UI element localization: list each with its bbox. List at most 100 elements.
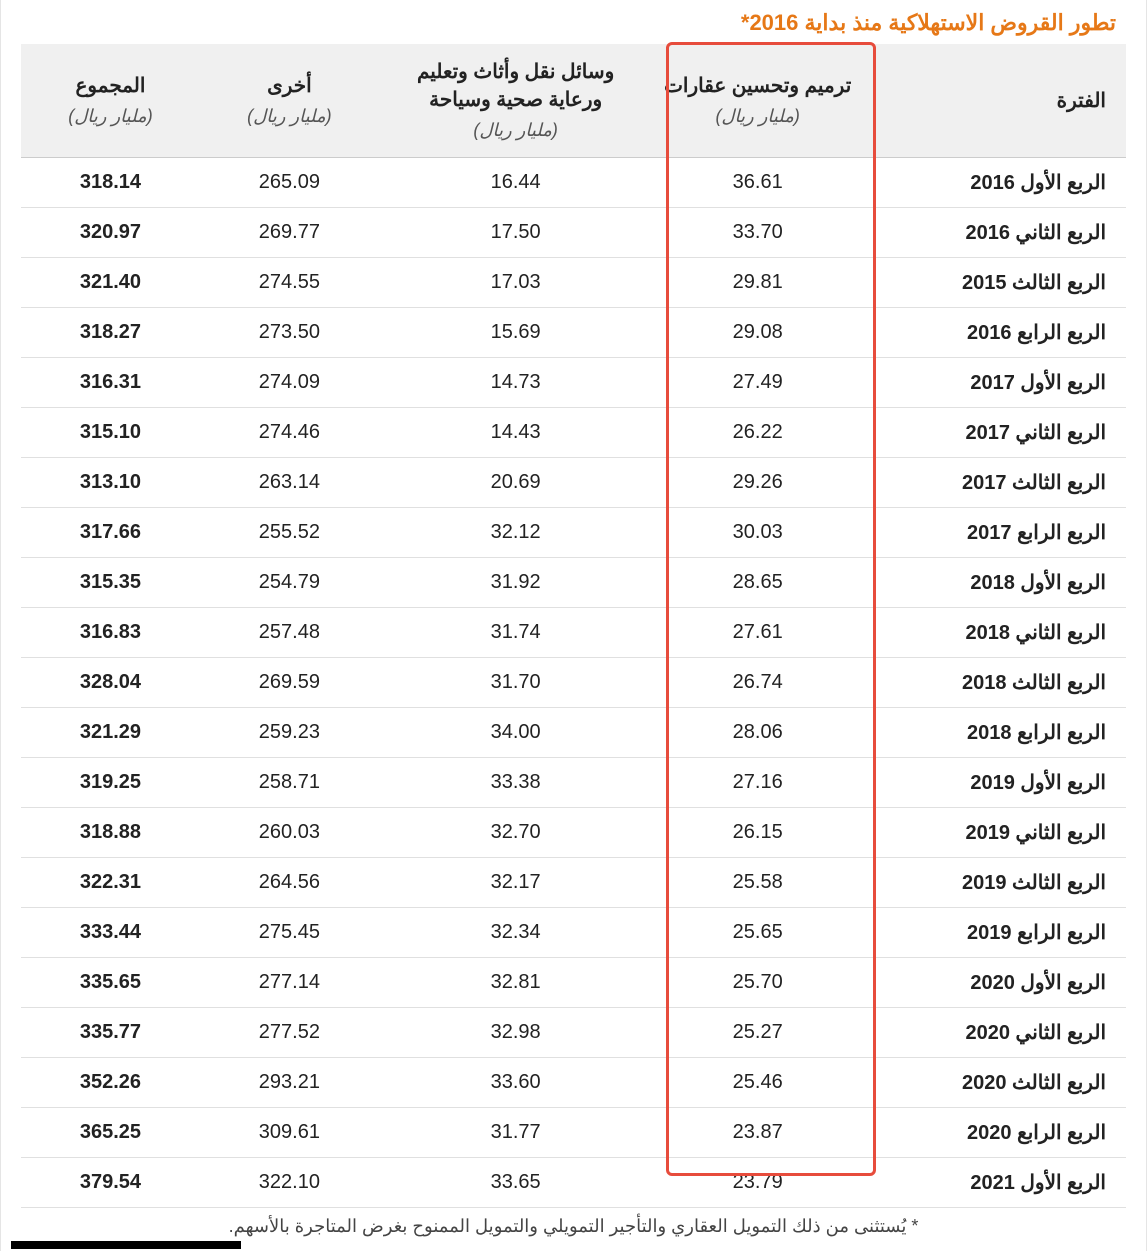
cell-period: الربع الثاني 2020	[863, 1008, 1126, 1058]
cell-period: الربع الأول 2017	[863, 358, 1126, 408]
cell-transport_edu: 33.38	[379, 758, 653, 808]
cell-transport_edu: 32.17	[379, 858, 653, 908]
footnote-text: * يُستثنى من ذلك التمويل العقاري والتأجي…	[21, 1208, 1126, 1241]
cell-transport_edu: 31.77	[379, 1108, 653, 1158]
table-row: الربع الثاني 201926.1532.70260.03318.88	[21, 808, 1126, 858]
cell-other: 309.61	[200, 1108, 379, 1158]
cell-renovation: 26.15	[652, 808, 862, 858]
cell-period: الربع الأول 2019	[863, 758, 1126, 808]
cell-total: 315.10	[21, 408, 200, 458]
table-body: الربع الأول 201636.6116.44265.09318.14ال…	[21, 158, 1126, 1208]
table-row: الربع الأول 201727.4914.73274.09316.31	[21, 358, 1126, 408]
cell-total: 322.31	[21, 858, 200, 908]
cell-period: الربع الثالث 2019	[863, 858, 1126, 908]
cell-renovation: 25.58	[652, 858, 862, 908]
cell-other: 269.59	[200, 658, 379, 708]
cell-transport_edu: 20.69	[379, 458, 653, 508]
cell-renovation: 28.06	[652, 708, 862, 758]
cell-period: الربع الثالث 2018	[863, 658, 1126, 708]
cell-renovation: 25.27	[652, 1008, 862, 1058]
cell-transport_edu: 32.34	[379, 908, 653, 958]
cell-other: 269.77	[200, 208, 379, 258]
cell-other: 274.09	[200, 358, 379, 408]
table-row: الربع الثاني 201633.7017.50269.77320.97	[21, 208, 1126, 258]
cell-period: الربع الرابع 2020	[863, 1108, 1126, 1158]
cell-total: 379.54	[21, 1158, 200, 1208]
cell-period: الربع الرابع 2019	[863, 908, 1126, 958]
cell-renovation: 27.16	[652, 758, 862, 808]
cell-total: 365.25	[21, 1108, 200, 1158]
table-row: الربع الرابع 201925.6532.34275.45333.44	[21, 908, 1126, 958]
table-row: الربع الأول 201828.6531.92254.79315.35	[21, 558, 1126, 608]
cell-total: 320.97	[21, 208, 200, 258]
cell-total: 313.10	[21, 458, 200, 508]
col-header-transport: وسائل نقل وأثاث وتعليم ورعاية صحية وسياح…	[379, 44, 653, 158]
table-row: الربع الرابع 202023.8731.77309.61365.25	[21, 1108, 1126, 1158]
cell-renovation: 27.61	[652, 608, 862, 658]
table-row: الربع الأول 202123.7933.65322.10379.54	[21, 1158, 1126, 1208]
cell-total: 316.31	[21, 358, 200, 408]
cell-other: 264.56	[200, 858, 379, 908]
col-header-renovation: ترميم وتحسين عقارات(مليار ريال)	[652, 44, 862, 158]
table-row: الربع الثالث 201529.8117.03274.55321.40	[21, 258, 1126, 308]
table-row: الربع الثاني 201726.2214.43274.46315.10	[21, 408, 1126, 458]
cell-period: الربع الثالث 2017	[863, 458, 1126, 508]
cell-renovation: 30.03	[652, 508, 862, 558]
table-row: الربع الأول 201636.6116.44265.09318.14	[21, 158, 1126, 208]
cell-renovation: 25.46	[652, 1058, 862, 1108]
cell-total: 315.35	[21, 558, 200, 608]
table-row: الربع الثاني 202025.2732.98277.52335.77	[21, 1008, 1126, 1058]
cell-renovation: 26.22	[652, 408, 862, 458]
cell-transport_edu: 32.81	[379, 958, 653, 1008]
data-table: الفترة ترميم وتحسين عقارات(مليار ريال) و…	[21, 44, 1126, 1208]
cell-period: الربع الرابع 2016	[863, 308, 1126, 358]
cell-renovation: 28.65	[652, 558, 862, 608]
cell-renovation: 25.65	[652, 908, 862, 958]
cell-other: 260.03	[200, 808, 379, 858]
cell-total: 321.29	[21, 708, 200, 758]
cell-transport_edu: 14.43	[379, 408, 653, 458]
cell-other: 293.21	[200, 1058, 379, 1108]
table-row: الربع الثالث 201925.5832.17264.56322.31	[21, 858, 1126, 908]
cell-period: الربع الثاني 2019	[863, 808, 1126, 858]
cell-transport_edu: 31.70	[379, 658, 653, 708]
cell-total: 352.26	[21, 1058, 200, 1108]
cell-total: 335.65	[21, 958, 200, 1008]
cell-other: 263.14	[200, 458, 379, 508]
cell-renovation: 29.81	[652, 258, 862, 308]
cell-total: 335.77	[21, 1008, 200, 1058]
cell-other: 259.23	[200, 708, 379, 758]
cell-other: 265.09	[200, 158, 379, 208]
table-row: الربع الرابع 201730.0332.12255.52317.66	[21, 508, 1126, 558]
cell-transport_edu: 32.12	[379, 508, 653, 558]
cell-period: الربع الثاني 2018	[863, 608, 1126, 658]
cell-renovation: 29.08	[652, 308, 862, 358]
cell-other: 277.52	[200, 1008, 379, 1058]
cell-period: الربع الرابع 2017	[863, 508, 1126, 558]
table-row: الربع الثالث 201729.2620.69263.14313.10	[21, 458, 1126, 508]
cell-transport_edu: 31.74	[379, 608, 653, 658]
cell-transport_edu: 17.50	[379, 208, 653, 258]
cell-renovation: 29.26	[652, 458, 862, 508]
cell-other: 274.55	[200, 258, 379, 308]
cell-total: 319.25	[21, 758, 200, 808]
cell-other: 275.45	[200, 908, 379, 958]
cell-renovation: 25.70	[652, 958, 862, 1008]
cell-transport_edu: 33.65	[379, 1158, 653, 1208]
table-row: الربع الرابع 201828.0634.00259.23321.29	[21, 708, 1126, 758]
cell-renovation: 26.74	[652, 658, 862, 708]
cell-period: الربع الأول 2018	[863, 558, 1126, 608]
cell-transport_edu: 34.00	[379, 708, 653, 758]
table-row: الربع الرابع 201629.0815.69273.50318.27	[21, 308, 1126, 358]
table-row: الربع الأول 201927.1633.38258.71319.25	[21, 758, 1126, 808]
table-row: الربع الثاني 201827.6131.74257.48316.83	[21, 608, 1126, 658]
cell-other: 258.71	[200, 758, 379, 808]
cell-total: 318.14	[21, 158, 200, 208]
cell-other: 255.52	[200, 508, 379, 558]
cell-other: 257.48	[200, 608, 379, 658]
cell-renovation: 36.61	[652, 158, 862, 208]
cell-renovation: 23.79	[652, 1158, 862, 1208]
table-title: تطور القروض الاستهلاكية منذ بداية 2016*	[21, 10, 1126, 36]
col-header-total: المجموع(مليار ريال)	[21, 44, 200, 158]
cell-transport_edu: 32.70	[379, 808, 653, 858]
